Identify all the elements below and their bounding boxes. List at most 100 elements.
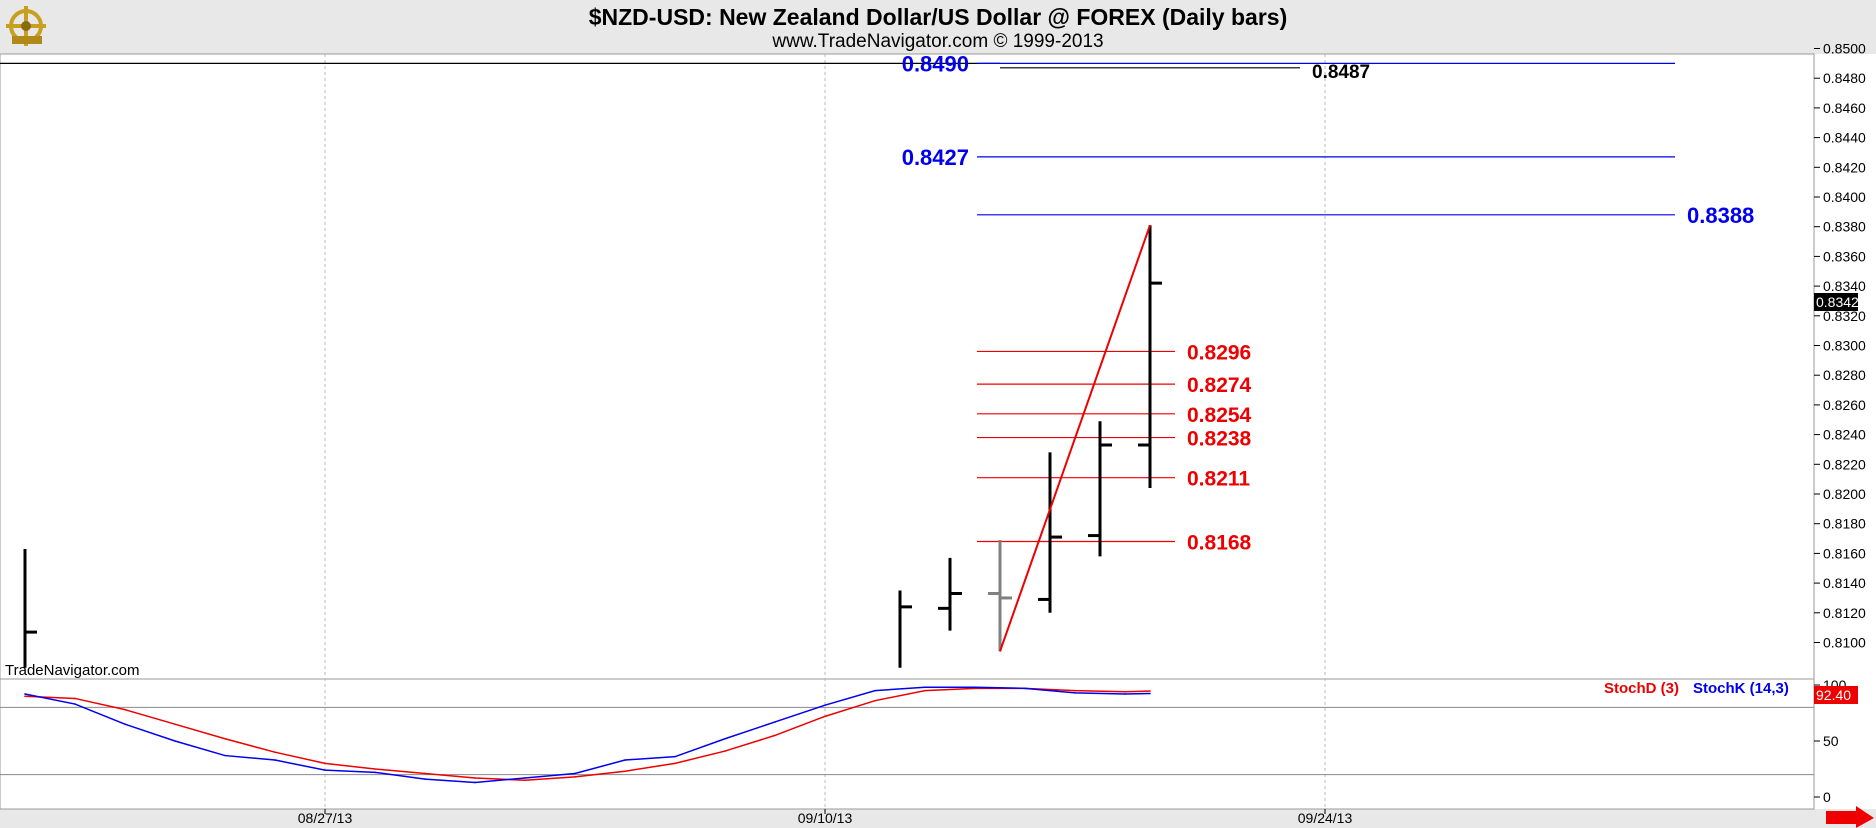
- stoch-point: [924, 686, 926, 689]
- stoch-point: [74, 697, 76, 700]
- red-level-label: 0.8168: [1187, 532, 1252, 555]
- stochastic-plot: [0, 686, 1814, 784]
- y-tick-label: 0.8300: [1823, 338, 1866, 354]
- last-price-label: 0.8342: [1816, 294, 1859, 310]
- y-tick-label: 0.8260: [1823, 397, 1866, 413]
- stochastic-panel: [0, 678, 1815, 810]
- horizontal-line-label: 0.8487: [1312, 62, 1370, 83]
- y-tick-label: 0.8220: [1823, 456, 1866, 472]
- blue-level-label: 0.8427: [902, 145, 969, 170]
- stoch-point: [274, 751, 276, 753]
- stoch-point: [224, 754, 226, 757]
- stoch-point: [874, 699, 876, 702]
- stoch-point: [24, 695, 26, 697]
- x-tick-label: 09/24/13: [1298, 810, 1353, 826]
- x-tick-label: 08/27/13: [298, 810, 353, 826]
- y-tick-label: 0.8280: [1823, 367, 1866, 383]
- stoch-point: [724, 737, 726, 740]
- stoch-point: [874, 689, 876, 692]
- y-tick-label: 0.8320: [1823, 308, 1866, 324]
- stoch-point: [1074, 689, 1076, 692]
- stoch-series-line: [24, 686, 1151, 784]
- y-tick-label: 0.8500: [1823, 41, 1866, 57]
- stoch-point: [624, 770, 626, 773]
- stoch-point: [474, 777, 476, 779]
- red-level-label: 0.8254: [1187, 404, 1252, 427]
- stoch-point: [274, 759, 276, 761]
- stoch-point: [74, 703, 76, 705]
- legend-stochd: StochD (3): [1604, 680, 1679, 697]
- stoch-point: [1149, 692, 1151, 695]
- stoch-point: [974, 686, 976, 689]
- y-tick-label: 0.8440: [1823, 130, 1866, 146]
- red-level-label: 0.8274: [1187, 374, 1252, 397]
- stoch-point: [1024, 687, 1026, 690]
- stoch-point: [224, 737, 226, 740]
- stoch-point: [474, 781, 476, 784]
- y-tick-label: 0.8200: [1823, 486, 1866, 502]
- stoch-series-line: [24, 687, 1151, 781]
- y-tick-label: 0.8340: [1823, 278, 1866, 294]
- blue-level-label: 0.8490: [902, 51, 969, 76]
- y-tick-label: 0.8140: [1823, 575, 1866, 591]
- stoch-point: [174, 723, 176, 725]
- y-tick-label: 0.8120: [1823, 605, 1866, 621]
- blue-level-label: 0.8388: [1687, 203, 1754, 228]
- stoch-point: [674, 755, 676, 758]
- stoch-point: [324, 769, 326, 771]
- y-tick-label: 0.8160: [1823, 545, 1866, 561]
- chart-title: $NZD-USD: New Zealand Dollar/US Dollar @…: [588, 4, 1288, 30]
- stoch-point: [374, 771, 376, 774]
- y-tick-label: 0.8180: [1823, 516, 1866, 532]
- red-level-label: 0.8211: [1187, 468, 1250, 491]
- y-tick-label: 0.8420: [1823, 159, 1866, 175]
- legend-stochk: StochK (14,3): [1693, 680, 1789, 697]
- x-tick-label: 09/10/13: [798, 810, 853, 826]
- y-tick-label: 0.8380: [1823, 219, 1866, 235]
- trend-line: [999, 224, 1151, 652]
- stoch-point: [1149, 690, 1151, 692]
- stoch-point: [674, 762, 676, 765]
- y-tick-label: 0.8460: [1823, 100, 1866, 116]
- stoch-point: [1074, 692, 1076, 694]
- stoch-point: [624, 759, 626, 761]
- stoch-point: [1124, 690, 1126, 693]
- stoch-point: [774, 721, 776, 723]
- stoch-point: [724, 750, 726, 752]
- stoch-point: [174, 740, 176, 742]
- stoch-point: [574, 772, 576, 775]
- stoch-y-tick-label: 0: [1823, 789, 1831, 805]
- stoch-point: [374, 768, 376, 770]
- price-panel: [0, 53, 1815, 680]
- stoch-point: [424, 778, 426, 780]
- stoch-point: [924, 689, 926, 692]
- y-tick-label: 0.8360: [1823, 248, 1866, 264]
- stoch-point: [24, 693, 26, 695]
- stoch-point: [524, 779, 526, 781]
- watermark-text: TradeNavigator.com: [5, 662, 140, 679]
- price-plot: 0.8487 0.8490 0.8427 0.8388 0.8296 0.8274 0.82…: [0, 51, 1754, 668]
- y-tick-label: 0.8100: [1823, 635, 1866, 651]
- y-tick-label: 0.8480: [1823, 70, 1866, 86]
- stoch-point: [124, 708, 126, 711]
- stoch-value-marker: [1814, 686, 1858, 704]
- stoch-value-label: 92.40: [1816, 687, 1851, 703]
- stoch-point: [824, 715, 826, 718]
- stoch-point: [774, 734, 776, 737]
- stoch-point: [324, 762, 326, 765]
- red-level-label: 0.8296: [1187, 341, 1251, 364]
- chart-subtitle: www.TradeNavigator.com © 1999-2013: [772, 31, 1104, 52]
- stoch-point: [524, 777, 526, 779]
- last-price-marker: [1814, 293, 1858, 311]
- stoch-point: [124, 723, 126, 725]
- stoch-point: [574, 776, 576, 778]
- price-axis: [1814, 54, 1876, 809]
- stoch-y-tick-label: 50: [1823, 733, 1839, 749]
- chart-header: $NZD-USD: New Zealand Dollar/US Dollar @…: [0, 0, 1876, 54]
- navigator-logo-icon: [6, 6, 46, 46]
- y-tick-label: 0.8240: [1823, 427, 1866, 443]
- y-tick-label: 0.8400: [1823, 189, 1866, 205]
- red-level-label: 0.8238: [1187, 428, 1252, 451]
- scroll-right-arrow-icon[interactable]: [1826, 806, 1874, 828]
